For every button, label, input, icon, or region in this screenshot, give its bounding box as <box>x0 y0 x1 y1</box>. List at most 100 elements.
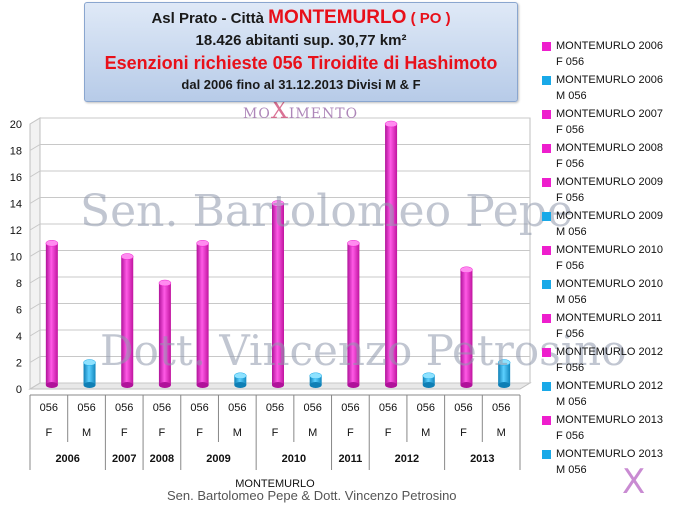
y-tick-label: 12 <box>10 225 22 237</box>
bar-top <box>196 240 209 247</box>
legend-sublabel: F 056 <box>556 158 585 170</box>
bar <box>120 253 134 388</box>
bar-top <box>120 253 134 260</box>
legend-swatch <box>542 246 551 255</box>
x-code-label: 056 <box>77 402 95 414</box>
x-code-label: 056 <box>304 402 322 414</box>
gridline <box>29 144 530 151</box>
legend-swatch <box>542 42 551 51</box>
bar <box>384 120 398 388</box>
x-sex-label: M <box>82 427 91 439</box>
x-axis: 2006 2007 2008 2009 2010 2011 2012 2013 056 F 056 M… <box>29 394 521 490</box>
chart-title-box: Asl Prato - Città MONTEMURLO ( PO ) 18.4… <box>84 2 518 102</box>
x-code-label: 056 <box>417 402 435 414</box>
legend-label: MONTEMURLO 2009 <box>556 210 663 222</box>
bar <box>271 200 285 388</box>
y-tick-label: 8 <box>16 278 22 290</box>
bar <box>158 279 172 388</box>
bar-base <box>385 382 398 388</box>
y-axis: 0 2 4 6 8 10 12 14 16 18 20 <box>10 119 22 396</box>
title-line-3: Esenzioni richieste 056 Tiroidite di Has… <box>104 53 498 73</box>
y-tick-label: 2 <box>16 358 22 370</box>
bar-base <box>158 382 171 388</box>
year-label: 2006 <box>55 453 79 465</box>
legend-entry: MONTEMURLO 2010 M 056 <box>542 276 676 310</box>
y-tick-label: 14 <box>10 199 22 211</box>
title-line-4: dal 2006 fino al 31.12.2013 Divisi M & F <box>181 77 421 92</box>
bar-body <box>83 362 96 385</box>
legend-entry: MONTEMURLO 2012 M 056 <box>542 378 676 412</box>
bar-base <box>45 382 58 388</box>
legend-swatch <box>542 348 551 357</box>
legend-entry: MONTEMURLO 2006 F 056 <box>542 38 676 72</box>
movimento-logo: MOXIMENTO <box>243 96 359 124</box>
bar-base <box>422 382 435 388</box>
bar-body <box>385 124 398 385</box>
bar-top <box>384 120 398 128</box>
legend-entry: MONTEMURLO 2010 F 056 <box>542 242 676 276</box>
x-sex-label: M <box>308 427 317 439</box>
y-tick-label: 10 <box>10 252 22 264</box>
gridline <box>29 303 530 310</box>
bar-body <box>498 362 511 385</box>
y-tick-label: 6 <box>16 305 22 317</box>
year-label: 2009 <box>206 453 230 465</box>
year-label: 2010 <box>282 453 306 465</box>
x-sex-label: F <box>159 427 166 439</box>
legend-label: MONTEMURLO 2013 <box>556 448 663 460</box>
bar <box>497 359 511 388</box>
legend-entry: MONTEMURLO 2009 F 056 <box>542 174 676 208</box>
x-code-label: 056 <box>379 402 397 414</box>
x-sex-label: M <box>421 427 430 439</box>
bar-top <box>460 266 473 273</box>
bar-base <box>347 382 360 388</box>
legend-sublabel: F 056 <box>556 328 585 340</box>
legend-label: MONTEMURLO 2011 <box>556 312 663 324</box>
legend-sublabel: M 056 <box>556 464 587 476</box>
legend-sublabel: F 056 <box>556 362 585 374</box>
legend-label: MONTEMURLO 2010 <box>556 244 663 256</box>
bar <box>309 372 322 388</box>
y-tick-label: 16 <box>10 172 22 184</box>
legend-label: MONTEMURLO 2007 <box>556 108 663 120</box>
bar-top <box>309 372 322 379</box>
x-sex-label: M <box>497 427 506 439</box>
legend-label: MONTEMURLO 2012 <box>556 380 663 392</box>
bar-top <box>271 200 285 207</box>
legend-sublabel: F 056 <box>556 192 585 204</box>
bar <box>347 240 360 388</box>
x-sex-label: F <box>45 427 52 439</box>
gridline <box>29 197 530 204</box>
legend-swatch <box>542 280 551 289</box>
bar-body <box>234 375 247 385</box>
x-code-label: 056 <box>228 402 246 414</box>
bar-top <box>422 372 436 379</box>
x-sex-label: F <box>385 427 392 439</box>
legend-label: MONTEMURLO 2010 <box>556 278 663 290</box>
title-line-2: 18.426 abitanti sup. 30,77 km² <box>195 32 407 49</box>
bar-top <box>347 240 360 247</box>
x-sex-label: F <box>121 427 128 439</box>
x-code-label: 056 <box>266 402 284 414</box>
bar-body <box>121 256 134 385</box>
bar-base <box>309 382 322 388</box>
x-sex-label: F <box>347 427 354 439</box>
x-code-label: 056 <box>190 402 208 414</box>
x-sex-label: F <box>272 427 279 439</box>
legend-swatch <box>542 416 551 425</box>
bar-top <box>83 359 96 366</box>
legend-entry: MONTEMURLO 2013 F 056 <box>542 412 676 446</box>
x-logo-icon: X <box>622 462 646 502</box>
bar-top <box>45 240 59 247</box>
bar-top <box>234 372 247 379</box>
bar-body <box>460 269 473 385</box>
y-tick-label: 4 <box>16 331 22 343</box>
bar-top <box>158 279 172 287</box>
gridline <box>29 223 530 231</box>
legend-entry: MONTEMURLO 2006 M 056 <box>542 72 676 106</box>
legend-swatch <box>542 450 551 459</box>
x-code-label: 056 <box>115 402 133 414</box>
y-tick-label: 18 <box>10 146 22 158</box>
gridline <box>29 356 530 363</box>
